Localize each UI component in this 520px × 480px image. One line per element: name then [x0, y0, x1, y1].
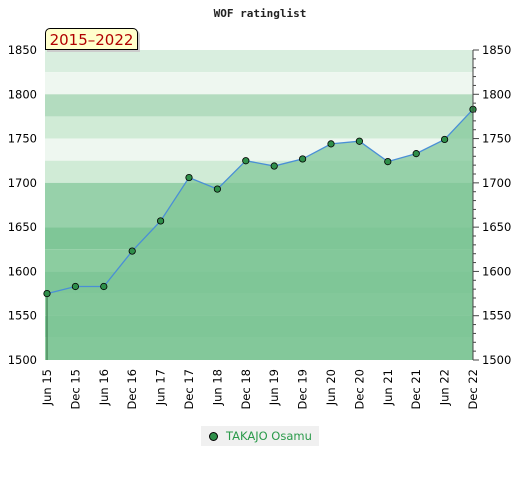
y-tick-label-right: 1650 [482, 220, 511, 234]
grid-band [45, 50, 473, 73]
y-tick-label-left: 1750 [8, 132, 37, 146]
y-tick-label-left: 1800 [8, 87, 37, 101]
x-tick-label: Jun 19 [267, 369, 281, 406]
series-line [46, 108, 474, 295]
x-tick-label: Jun 16 [97, 369, 111, 406]
x-axis-labels: Jun 15 Dec 15 Jun 16 Dec 16 Jun 17 Dec 17 Jun … [40, 369, 480, 410]
y-tick-label-right: 1850 [482, 43, 511, 57]
y-tick-label-right: 1750 [482, 132, 511, 146]
data-point[interactable] [355, 137, 363, 145]
data-point[interactable] [440, 135, 449, 144]
y-tick-label-left: 1700 [8, 176, 37, 190]
y-tick-label-left: 1600 [8, 264, 37, 278]
y-axis-left-labels: 1500 1550 1600 1650 1700 1750 1800 1850 [8, 43, 37, 367]
x-tick-label: Dec 22 [466, 369, 480, 410]
x-tick-label: Dec 15 [68, 369, 82, 410]
x-tick-label: Dec 19 [296, 369, 310, 410]
x-tick-label: Jun 18 [210, 369, 224, 406]
data-point[interactable] [327, 140, 335, 148]
date-range-badge: 2015–2022 [45, 28, 138, 50]
legend-label: TAKAJO Osamu [226, 429, 312, 443]
y-tick-label-right: 1500 [482, 353, 511, 367]
y-tick-label-left: 1650 [8, 220, 37, 234]
grid-band [45, 94, 473, 117]
legend-marker [209, 431, 218, 441]
data-point[interactable] [270, 162, 278, 170]
y-tick-label-left: 1550 [8, 309, 37, 323]
y-tick-label-right: 1700 [482, 176, 511, 190]
data-point[interactable] [100, 282, 108, 291]
legend[interactable]: TAKAJO Osamu [201, 426, 319, 446]
x-tick-label: Dec 20 [352, 369, 366, 410]
x-tick-label: Dec 16 [125, 369, 139, 410]
y-axis-right-labels: 1500 1550 1600 1650 1700 1750 1800 1850 [482, 43, 511, 367]
data-point[interactable] [71, 282, 80, 291]
y-tick-label-left: 1500 [8, 353, 37, 367]
data-point[interactable] [298, 155, 307, 163]
right-axis-minor-ticks [473, 49, 479, 361]
data-point[interactable] [128, 247, 136, 255]
x-tick-label: Dec 17 [182, 369, 196, 410]
data-point[interactable] [213, 185, 221, 193]
data-point[interactable] [43, 289, 51, 298]
y-tick-label-left: 1850 [8, 43, 37, 57]
x-tick-label: Jun 20 [324, 369, 338, 406]
chart-title: WOF ratinglist [214, 7, 307, 20]
data-point[interactable] [185, 173, 193, 182]
x-tick-label: Jun 22 [438, 369, 452, 406]
data-point[interactable] [412, 150, 420, 158]
y-tick-label-right: 1800 [482, 87, 511, 101]
grid-band [45, 72, 473, 95]
data-point[interactable] [242, 157, 250, 165]
x-tick-label: Jun 21 [381, 369, 395, 406]
y-tick-label-right: 1600 [482, 264, 511, 278]
data-point[interactable] [384, 158, 392, 166]
x-tick-label: Dec 18 [239, 369, 253, 410]
x-tick-label: Dec 21 [409, 369, 423, 410]
area-fill [47, 109, 473, 360]
x-tick-label: Jun 15 [40, 369, 54, 406]
data-point[interactable] [157, 217, 165, 225]
grid-band [45, 116, 473, 139]
y-tick-label-right: 1550 [482, 309, 511, 323]
x-tick-label: Jun 17 [154, 369, 168, 406]
